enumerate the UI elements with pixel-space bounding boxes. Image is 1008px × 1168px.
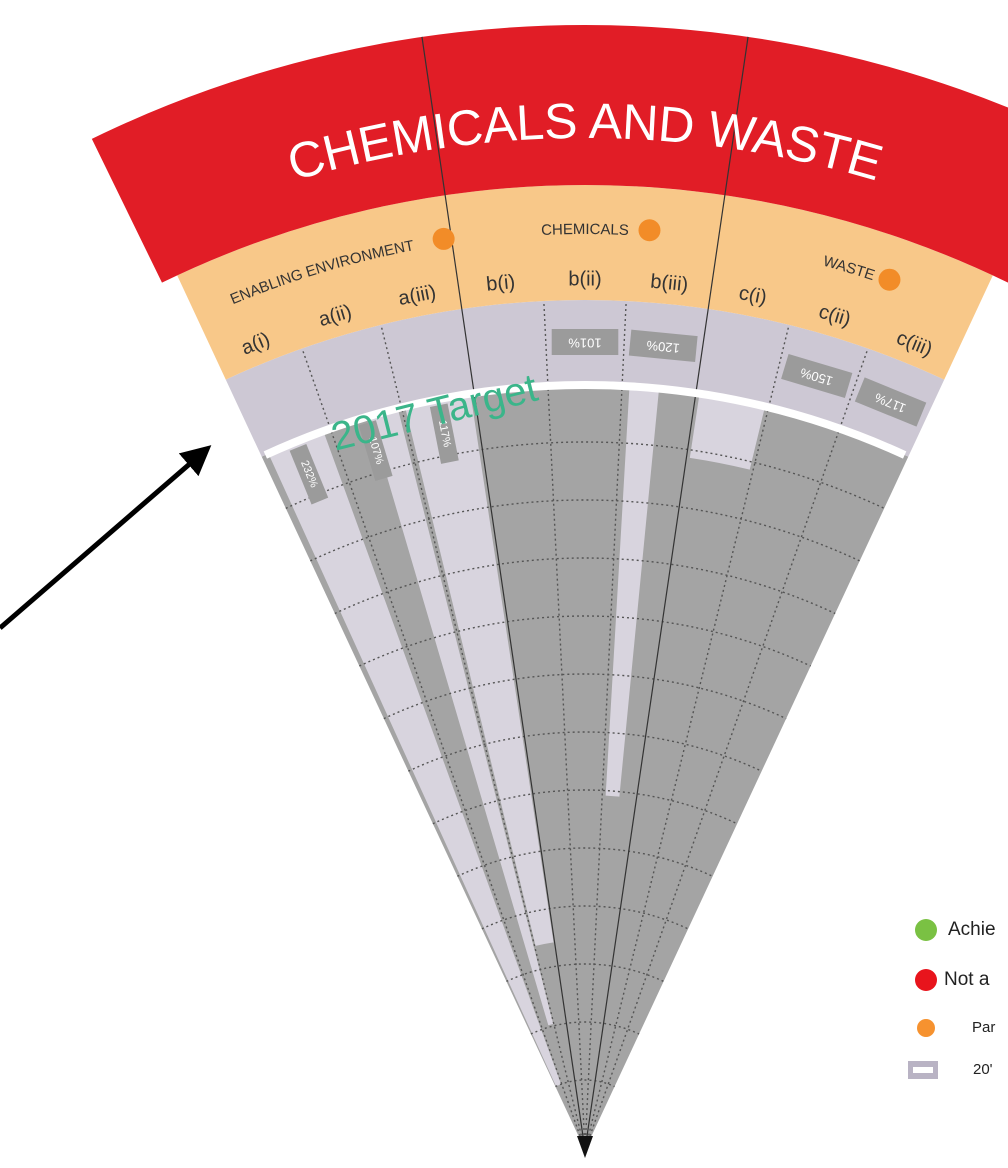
light-bar bbox=[268, 431, 562, 1087]
column-line bbox=[380, 324, 586, 1151]
legend-swatch bbox=[915, 969, 937, 991]
grid-arc bbox=[506, 963, 664, 983]
group-divider bbox=[421, 36, 586, 1151]
value-label: 101% bbox=[568, 336, 602, 351]
grid-arc bbox=[530, 1021, 640, 1035]
value-tag bbox=[429, 403, 459, 464]
light-bar bbox=[369, 408, 554, 1026]
column-line bbox=[584, 300, 627, 1151]
red-band bbox=[91, 25, 1008, 283]
pointer-arrow bbox=[0, 445, 212, 630]
value-tag bbox=[358, 420, 393, 482]
grid-arc bbox=[310, 499, 860, 562]
value-label: 117% bbox=[436, 419, 453, 448]
group-label-path: CHEMICALS bbox=[541, 221, 629, 239]
value-tag bbox=[551, 329, 619, 355]
legend-label: Not a bbox=[944, 969, 990, 990]
column-line bbox=[301, 348, 586, 1151]
lavender-band bbox=[225, 299, 945, 457]
light-bar bbox=[689, 393, 766, 470]
grid-area bbox=[261, 385, 909, 1150]
value-tag bbox=[289, 443, 329, 505]
indicator-label: b(i) bbox=[485, 271, 516, 296]
group-divider bbox=[584, 36, 749, 1151]
column-line bbox=[584, 348, 869, 1151]
legend-swatch bbox=[915, 919, 937, 941]
value-tag bbox=[781, 353, 853, 398]
grid-arc bbox=[555, 1079, 615, 1088]
status-dot bbox=[638, 219, 661, 242]
value-tag bbox=[628, 329, 698, 362]
light-bar bbox=[605, 386, 660, 797]
target-ring bbox=[263, 381, 907, 459]
legend-label: 20' bbox=[973, 1061, 993, 1078]
indicator-label: b(ii) bbox=[568, 268, 601, 290]
status-dot bbox=[878, 268, 901, 291]
group-label: CHEMICALS bbox=[541, 221, 629, 239]
value-label: 120% bbox=[645, 338, 680, 356]
legend-swatch bbox=[917, 1019, 935, 1037]
legend-label: Par bbox=[972, 1019, 995, 1036]
grid-arc bbox=[432, 789, 738, 825]
legend-label: Achie bbox=[948, 919, 996, 940]
status-dot bbox=[432, 227, 455, 250]
orange-band bbox=[177, 185, 993, 380]
indicator-label: b(iii) bbox=[649, 271, 689, 297]
grid-arc bbox=[457, 847, 713, 877]
light-bar bbox=[404, 393, 554, 946]
column-line bbox=[584, 324, 790, 1151]
value-tag bbox=[854, 377, 927, 427]
grid-arc bbox=[481, 905, 689, 930]
apex-arrow bbox=[577, 1136, 593, 1158]
grid-arc bbox=[359, 615, 811, 667]
legend: Achie Not a Par 20' bbox=[908, 919, 996, 1079]
indicator-label: c(i) bbox=[737, 282, 768, 309]
column-line bbox=[543, 300, 586, 1151]
legend-swatch-inner bbox=[913, 1067, 933, 1073]
